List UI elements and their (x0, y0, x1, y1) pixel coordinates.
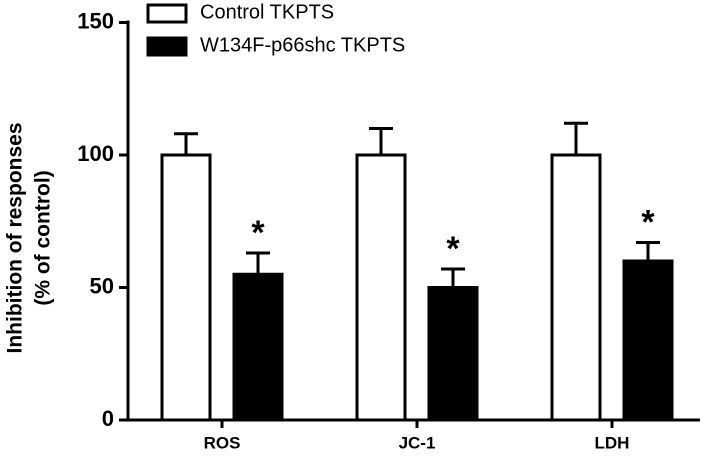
legend-label: W134F-p66shc TKPTS (200, 34, 405, 56)
legend-swatch (146, 3, 188, 24)
significance-marker: * (251, 214, 265, 252)
bar (550, 153, 602, 422)
y-axis-title-line: Inhibition of responses (4, 122, 27, 353)
y-axis-title-line: (% of control) (32, 170, 55, 305)
bar (160, 153, 212, 422)
bar (232, 272, 284, 422)
legend-swatch (146, 36, 188, 57)
bar (427, 286, 479, 422)
bar (622, 259, 674, 422)
significance-marker: * (446, 230, 460, 268)
x-tick-label: JC-1 (399, 433, 436, 452)
bar (355, 153, 407, 422)
significance-marker: * (641, 203, 655, 241)
legend-label: Control TKPTS (200, 1, 334, 23)
x-tick-label: LDH (595, 433, 630, 452)
y-tick-label: 50 (90, 273, 114, 298)
y-tick-label: 150 (77, 8, 114, 33)
y-tick-label: 100 (77, 141, 114, 166)
y-tick-label: 0 (102, 406, 114, 431)
x-tick-label: ROS (204, 433, 241, 452)
y-axis-title: Inhibition of responses (% of control) (4, 122, 55, 353)
